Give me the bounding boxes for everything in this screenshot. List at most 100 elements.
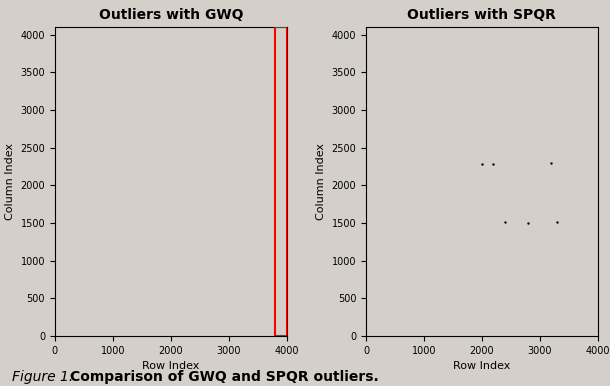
Point xyxy=(373,56,383,62)
Point xyxy=(361,176,371,183)
Point xyxy=(364,248,373,254)
Point xyxy=(368,162,378,168)
Point xyxy=(362,86,372,93)
Point xyxy=(363,287,373,293)
Point xyxy=(362,313,372,320)
Point xyxy=(276,235,285,242)
Point xyxy=(376,269,386,275)
Point xyxy=(392,293,402,299)
Point xyxy=(280,260,290,266)
Point xyxy=(364,77,374,83)
Point xyxy=(364,200,374,206)
Point xyxy=(163,80,173,86)
Point xyxy=(364,49,374,55)
Point xyxy=(382,161,392,167)
Point xyxy=(364,120,374,127)
Point xyxy=(274,90,284,96)
Point xyxy=(366,183,376,190)
Point xyxy=(281,229,290,235)
Point xyxy=(53,39,63,45)
Point xyxy=(364,135,374,142)
Point xyxy=(53,249,63,256)
Point xyxy=(275,114,285,120)
Point xyxy=(364,153,373,159)
Point xyxy=(371,151,381,157)
Point xyxy=(279,24,289,30)
Point xyxy=(363,92,373,98)
Point xyxy=(364,141,374,147)
Point xyxy=(282,108,292,114)
Point xyxy=(157,232,167,238)
Point xyxy=(228,106,237,112)
Point xyxy=(390,142,400,148)
Point xyxy=(368,332,378,338)
Point xyxy=(54,95,63,101)
Point xyxy=(367,330,377,336)
Point xyxy=(258,79,268,85)
Point xyxy=(279,165,289,171)
Point xyxy=(366,161,376,168)
Point xyxy=(274,201,284,208)
Point xyxy=(57,86,66,92)
Point xyxy=(362,132,372,138)
Point xyxy=(365,122,375,128)
Point xyxy=(213,306,223,312)
Point xyxy=(227,247,237,254)
Point xyxy=(281,121,290,127)
Point xyxy=(87,242,97,248)
Point xyxy=(396,149,406,155)
Point xyxy=(212,135,221,141)
Point xyxy=(426,161,436,168)
Point xyxy=(398,173,408,179)
Point xyxy=(151,128,161,134)
Point xyxy=(371,330,381,337)
Point xyxy=(362,159,371,165)
Point xyxy=(423,215,433,221)
Point xyxy=(373,110,382,116)
Point xyxy=(369,161,379,167)
Point xyxy=(381,279,391,286)
Point xyxy=(365,143,375,149)
Point xyxy=(368,69,378,76)
Point xyxy=(52,88,62,95)
Point xyxy=(396,225,406,231)
Point xyxy=(362,98,371,104)
Point xyxy=(371,137,381,143)
Point xyxy=(362,215,372,221)
Point xyxy=(259,202,269,208)
Point xyxy=(276,76,286,82)
Point xyxy=(52,208,62,215)
Point xyxy=(403,189,413,195)
Point xyxy=(214,188,223,194)
Point xyxy=(367,132,376,138)
Point xyxy=(376,176,386,182)
Point xyxy=(214,273,223,279)
Point xyxy=(274,291,284,297)
Point xyxy=(368,283,378,289)
Point xyxy=(363,307,373,313)
Point xyxy=(276,267,285,273)
Point xyxy=(371,306,381,312)
Point xyxy=(211,179,221,185)
Point xyxy=(365,73,375,80)
Point xyxy=(411,60,420,66)
Point xyxy=(387,217,397,223)
Point xyxy=(281,230,290,237)
Point xyxy=(378,77,387,83)
Point xyxy=(415,205,425,211)
Point xyxy=(364,140,374,146)
Point xyxy=(364,254,374,260)
Point xyxy=(282,124,292,130)
Point xyxy=(281,317,290,323)
Point xyxy=(365,85,375,91)
Point xyxy=(369,127,379,133)
Point xyxy=(366,294,376,300)
Point xyxy=(362,160,371,166)
Point xyxy=(364,66,373,72)
Point xyxy=(214,278,223,284)
Point xyxy=(280,261,290,267)
Point xyxy=(383,220,393,226)
Point xyxy=(392,105,402,112)
Point xyxy=(368,80,378,86)
Point xyxy=(371,220,381,226)
